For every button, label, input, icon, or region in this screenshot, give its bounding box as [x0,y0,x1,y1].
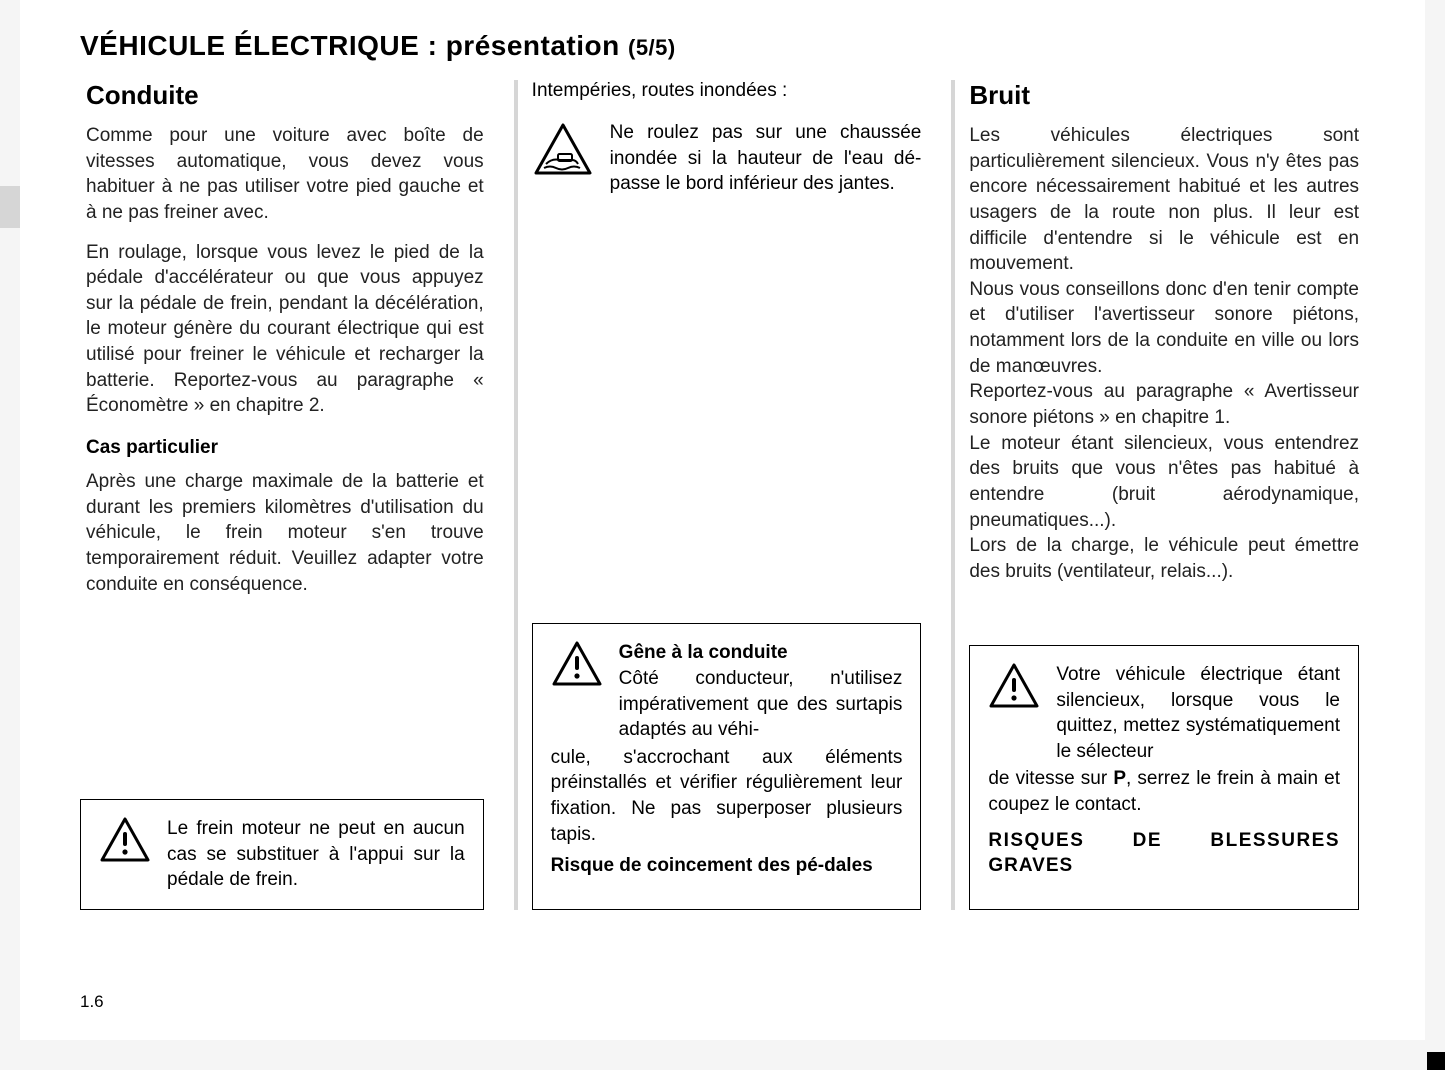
page-title: VÉHICULE ÉLECTRIQUE : présentation (5/5) [80,30,1365,62]
page-title-suffix: (5/5) [628,35,676,60]
warning-triangle-icon [551,640,607,743]
silencieux-head-text: Votre véhicule électrique étant silencie… [1056,662,1340,765]
bruit-p2: Nous vous conseillons donc d'en tenir co… [969,277,1359,380]
page-number: 1.6 [80,992,104,1012]
corner-crop-mark [1427,1052,1445,1070]
warning-triangle-icon [988,662,1044,765]
conduite-p3: Après une charge maximale de la batterie… [86,469,484,597]
warning-triangle-icon [99,816,155,893]
intemperies-intro: Intempéries, routes inondées : [532,80,922,102]
gene-head-text: Côté conducteur, n'utilisez impérativeme… [619,668,903,740]
column-3: Bruit Les véhicules électriques sont par… [951,80,1365,910]
conduite-p1: Comme pour une voiture avec boîte de vit… [86,123,484,226]
gene-rest-text: cule, s'accrochant aux éléments préinsta… [551,745,903,848]
bruit-p5: Lors de la charge, le véhicule peut émet… [969,533,1359,584]
warning-box-gene-conduite: Gêne à la conduite Côté conducteur, n'ut… [532,623,922,910]
flooded-road-icon [532,120,596,197]
bruit-p3: Reportez-vous au paragraphe « Avertisseu… [969,379,1359,430]
flood-warning-text: Ne roulez pas sur une chaussée inondée s… [610,120,922,197]
silencieux-rest-a: de vitesse sur [988,768,1113,789]
selector-p: P [1113,768,1126,789]
heading-bruit: Bruit [969,80,1359,111]
warning-box-silencieux: Votre véhicule électrique étant silencie… [969,645,1359,910]
column-2: Intempéries, routes inondées : Ne roulez… [514,80,928,910]
column-1: Conduite Comme pour une voiture avec boî… [80,80,490,910]
risk-line-1: RISQUES DE BLESSURES [988,828,1340,854]
bruit-p4: Le moteur étant silencieux, vous entendr… [969,431,1359,534]
bruit-p1: Les véhicules électriques sont particuli… [969,123,1359,277]
warning-box-frein-moteur: Le frein moteur ne peut en aucun cas se … [80,799,484,910]
gene-title: Gêne à la conduite [619,642,788,663]
page-title-main: VÉHICULE ÉLECTRIQUE : présentation [80,30,620,61]
conduite-p2: En roulage, lorsque vous levez le pied d… [86,240,484,419]
manual-page: VÉHICULE ÉLECTRIQUE : présentation (5/5)… [20,0,1425,1040]
flood-warning: Ne roulez pas sur une chaussée inondée s… [532,120,922,197]
subheading-cas-particulier: Cas particulier [86,437,484,459]
page-side-tab [0,186,20,228]
content-columns: Conduite Comme pour une voiture avec boî… [80,80,1365,910]
risk-line-2: GRAVES [988,853,1340,879]
gene-risk: Risque de coincement des pé-dales [551,855,873,876]
warning-frein-text: Le frein moteur ne peut en aucun cas se … [167,816,465,893]
heading-conduite: Conduite [86,80,484,111]
